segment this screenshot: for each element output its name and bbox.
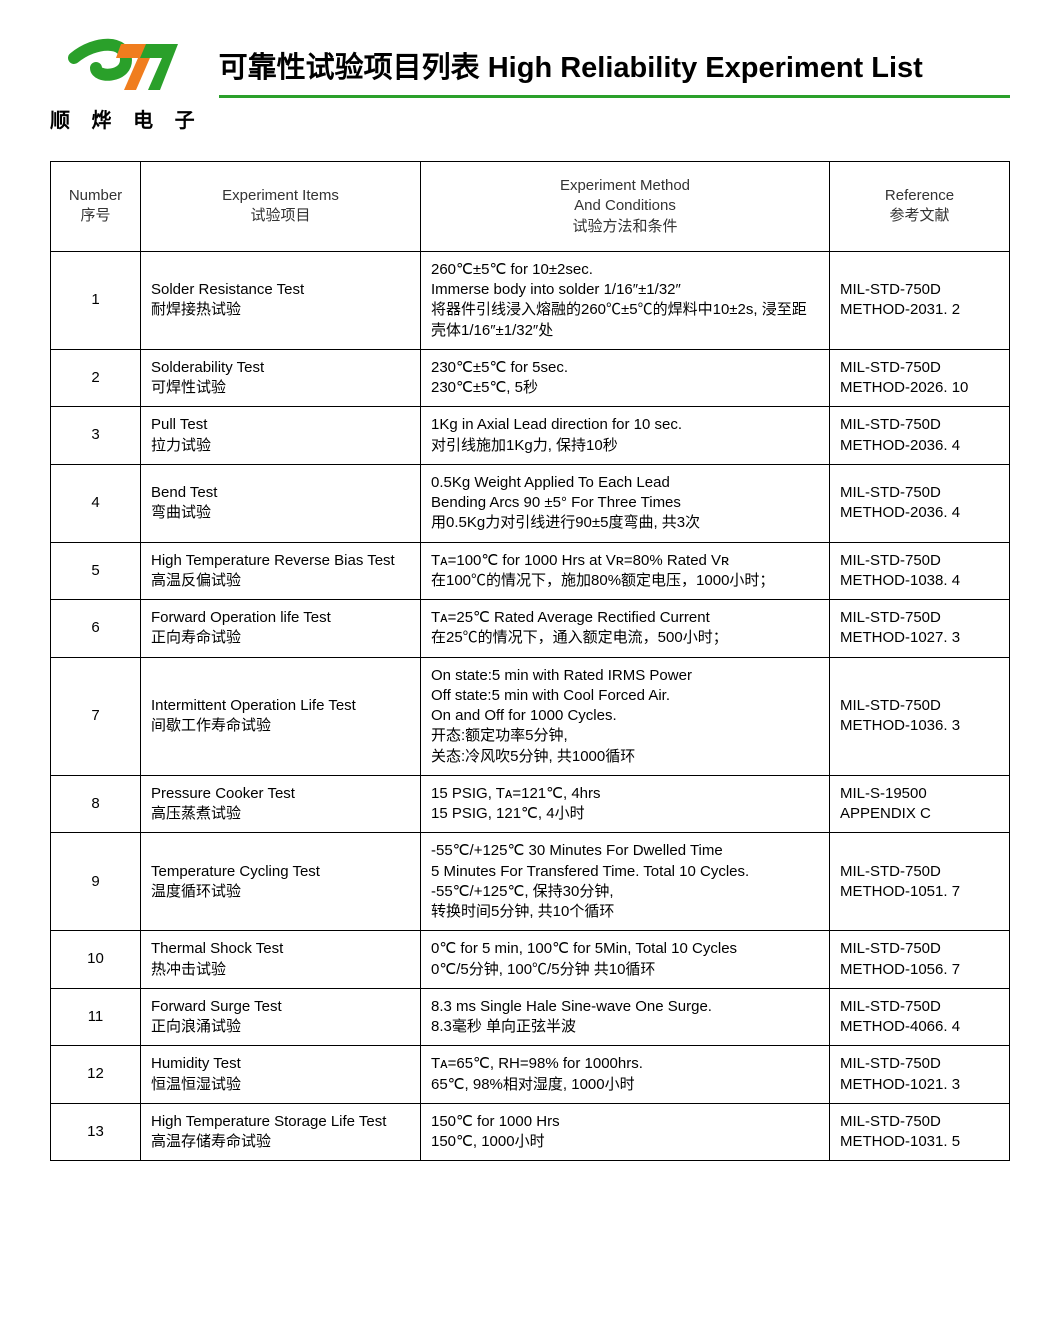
cell-number: 8 [51, 775, 141, 833]
table-row: 2Solderability Test可焊性试验230℃±5℃ for 5sec… [51, 349, 1010, 407]
table-header-row: Number 序号 Experiment Items 试验项目 Experime… [51, 162, 1010, 252]
cell-item: High Temperature Storage Life Test高温存储寿命… [141, 1103, 421, 1161]
table-row: 8Pressure Cooker Test高压蒸煮试验15 PSIG, Tᴀ=1… [51, 775, 1010, 833]
cell-item: Solderability Test可焊性试验 [141, 349, 421, 407]
cell-reference: MIL-STD-750DMETHOD-1031. 5 [830, 1103, 1010, 1161]
cell-item: Intermittent Operation Life Test间歇工作寿命试验 [141, 657, 421, 775]
cell-reference: MIL-STD-750DMETHOD-1056. 7 [830, 931, 1010, 989]
cell-method: 8.3 ms Single Hale Sine-wave One Surge.8… [421, 988, 830, 1046]
table-row: 10Thermal Shock Test热冲击试验0℃ for 5 min, 1… [51, 931, 1010, 989]
cell-item: Pressure Cooker Test高压蒸煮试验 [141, 775, 421, 833]
cell-reference: MIL-STD-750DMETHOD-1021. 3 [830, 1046, 1010, 1104]
cell-method: Tᴀ=25℃ Rated Average Rectified Current在2… [421, 600, 830, 658]
cell-method: 0.5Kg Weight Applied To Each LeadBending… [421, 464, 830, 542]
cell-method: 260℃±5℃ for 10±2sec.Immerse body into so… [421, 251, 830, 349]
cell-number: 1 [51, 251, 141, 349]
table-row: 4Bend Test弯曲试验0.5Kg Weight Applied To Ea… [51, 464, 1010, 542]
page: 顺 烨 电 子 可靠性试验项目列表 High Reliability Exper… [0, 0, 1060, 1221]
cell-method: 0℃ for 5 min, 100℃ for 5Min, Total 10 Cy… [421, 931, 830, 989]
title-bar: 可靠性试验项目列表 High Reliability Experiment Li… [219, 34, 1010, 98]
cell-item: Humidity Test恒温恒湿试验 [141, 1046, 421, 1104]
cell-method: On state:5 min with Rated IRMS PowerOff … [421, 657, 830, 775]
table-row: 12Humidity Test恒温恒湿试验Tᴀ=65℃, RH=98% for … [51, 1046, 1010, 1104]
page-title: 可靠性试验项目列表 High Reliability Experiment Li… [219, 44, 923, 86]
experiment-table: Number 序号 Experiment Items 试验项目 Experime… [50, 161, 1010, 1161]
cell-reference: MIL-STD-750DMETHOD-2031. 2 [830, 251, 1010, 349]
cell-reference: MIL-STD-750DMETHOD-2036. 4 [830, 407, 1010, 465]
header-method: Experiment Method And Conditions 试验方法和条件 [421, 162, 830, 252]
cell-number: 6 [51, 600, 141, 658]
cell-item: Temperature Cycling Test温度循环试验 [141, 833, 421, 931]
cell-reference: MIL-STD-750DMETHOD-2026. 10 [830, 349, 1010, 407]
cell-method: 150℃ for 1000 Hrs150℃, 1000小时 [421, 1103, 830, 1161]
cell-item: Thermal Shock Test热冲击试验 [141, 931, 421, 989]
cell-number: 10 [51, 931, 141, 989]
cell-number: 4 [51, 464, 141, 542]
table-row: 11Forward Surge Test正向浪涌试验8.3 ms Single … [51, 988, 1010, 1046]
cell-reference: MIL-STD-750DMETHOD-1038. 4 [830, 542, 1010, 600]
cell-number: 11 [51, 988, 141, 1046]
cell-reference: MIL-STD-750DMETHOD-1051. 7 [830, 833, 1010, 931]
cell-reference: MIL-STD-750DMETHOD-1027. 3 [830, 600, 1010, 658]
header: 顺 烨 电 子 可靠性试验项目列表 High Reliability Exper… [50, 30, 1010, 133]
cell-number: 5 [51, 542, 141, 600]
cell-item: Solder Resistance Test耐焊接热试验 [141, 251, 421, 349]
cell-number: 2 [51, 349, 141, 407]
cell-reference: MIL-STD-750DMETHOD-2036. 4 [830, 464, 1010, 542]
table-row: 13High Temperature Storage Life Test高温存储… [51, 1103, 1010, 1161]
cell-method: 15 PSIG, Tᴀ=121℃, 4hrs15 PSIG, 121℃, 4小时 [421, 775, 830, 833]
cell-number: 12 [51, 1046, 141, 1104]
table-body: 1Solder Resistance Test耐焊接热试验260℃±5℃ for… [51, 251, 1010, 1161]
cell-method: Tᴀ=65℃, RH=98% for 1000hrs.65℃, 98%相对湿度,… [421, 1046, 830, 1104]
logo-block: 顺 烨 电 子 [50, 30, 203, 133]
table-row: 7Intermittent Operation Life Test间歇工作寿命试… [51, 657, 1010, 775]
logo-icon [66, 30, 186, 100]
cell-method: 230℃±5℃ for 5sec.230℃±5℃, 5秒 [421, 349, 830, 407]
cell-method: Tᴀ=100℃ for 1000 Hrs at Vʀ=80% Rated Vʀ在… [421, 542, 830, 600]
cell-item: High Temperature Reverse Bias Test高温反偏试验 [141, 542, 421, 600]
table-row: 6Forward Operation life Test正向寿命试验Tᴀ=25℃… [51, 600, 1010, 658]
table-row: 1Solder Resistance Test耐焊接热试验260℃±5℃ for… [51, 251, 1010, 349]
cell-method: 1Kg in Axial Lead direction for 10 sec.对… [421, 407, 830, 465]
cell-reference: MIL-STD-750DMETHOD-4066. 4 [830, 988, 1010, 1046]
cell-reference: MIL-S-19500APPENDIX C [830, 775, 1010, 833]
header-number: Number 序号 [51, 162, 141, 252]
cell-method: -55℃/+125℃ 30 Minutes For Dwelled Time5 … [421, 833, 830, 931]
table-row: 3Pull Test拉力试验1Kg in Axial Lead directio… [51, 407, 1010, 465]
header-items: Experiment Items 试验项目 [141, 162, 421, 252]
cell-number: 9 [51, 833, 141, 931]
cell-item: Pull Test拉力试验 [141, 407, 421, 465]
header-reference: Reference 参考文献 [830, 162, 1010, 252]
cell-number: 13 [51, 1103, 141, 1161]
cell-item: Bend Test弯曲试验 [141, 464, 421, 542]
cell-item: Forward Operation life Test正向寿命试验 [141, 600, 421, 658]
cell-number: 3 [51, 407, 141, 465]
cell-number: 7 [51, 657, 141, 775]
table-row: 5High Temperature Reverse Bias Test高温反偏试… [51, 542, 1010, 600]
cell-item: Forward Surge Test正向浪涌试验 [141, 988, 421, 1046]
table-row: 9Temperature Cycling Test温度循环试验-55℃/+125… [51, 833, 1010, 931]
logo-text: 顺 烨 电 子 [50, 104, 203, 133]
cell-reference: MIL-STD-750DMETHOD-1036. 3 [830, 657, 1010, 775]
